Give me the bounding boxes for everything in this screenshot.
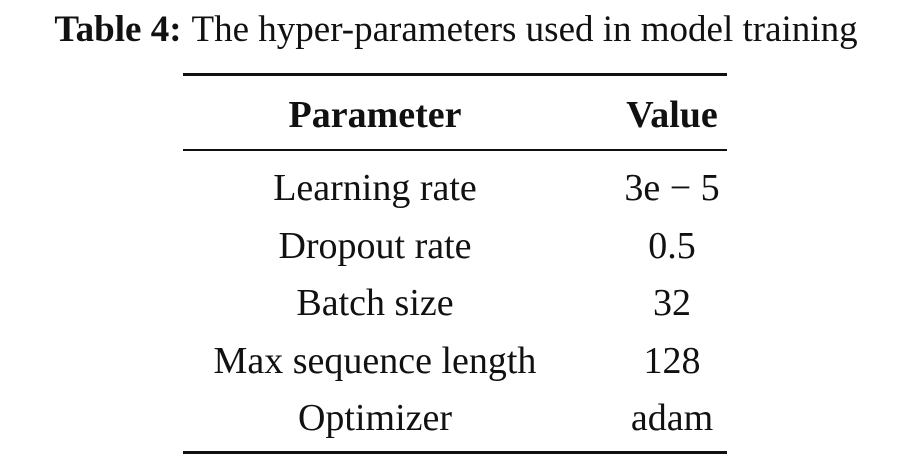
table-row: Learning rate 3e − 5: [183, 160, 727, 216]
table-cell: Batch size: [296, 282, 454, 324]
table-cell: 3e − 5: [624, 167, 720, 209]
header-row: Parameter Value: [183, 87, 727, 143]
top-rule: [183, 73, 727, 76]
table-cell: 32: [653, 282, 691, 324]
table-cell: adam: [630, 397, 714, 439]
table-cell: 0.5: [648, 224, 696, 267]
table-cell: Dropout rate: [278, 224, 472, 267]
table-row: Batch size 32: [183, 275, 727, 331]
caption-label: Table 4:: [54, 9, 182, 50]
table-cell: Learning rate: [273, 167, 477, 209]
table-cell: 128: [643, 339, 701, 382]
header-cell: Value: [626, 94, 718, 136]
table-cell: Max sequence length: [213, 339, 537, 382]
bottom-rule: [183, 451, 727, 454]
table-row: Max sequence length 128: [183, 333, 727, 389]
table-row: Dropout rate 0.5: [183, 218, 727, 274]
mid-rule: [183, 149, 727, 151]
header-cell: Parameter: [288, 94, 462, 136]
caption: Table 4: The hyper-parameters used in mod…: [0, 6, 912, 54]
table-cell: Optimizer: [297, 397, 453, 439]
table-row: Optimizer adam: [183, 390, 727, 446]
caption-text: The hyper-parameters used in model train…: [191, 9, 858, 50]
